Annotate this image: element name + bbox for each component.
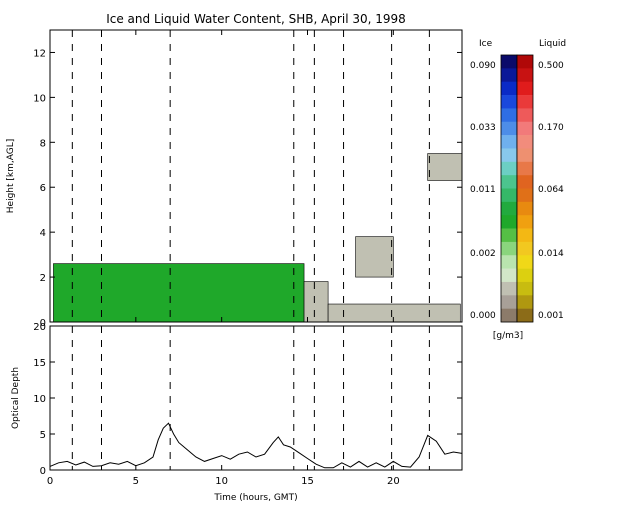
bottom-time-markers [71,326,430,470]
height-tick-label: 0 [40,318,46,329]
optical-depth-tick-label: 15 [33,358,46,369]
height-tick-label: 6 [40,183,46,194]
chart-title: Ice and Liquid Water Content, SHB, April… [106,12,406,26]
top-y-axis: 0 2 4 6 8 10 12 [33,48,462,329]
time-tick-label: 10 [215,476,228,487]
liquid-colorbar-swatch [517,201,533,216]
ice-colorbar [500,54,518,323]
liquid-colorbar-swatch [517,281,533,296]
bottom-y-axis: 0 5 10 15 20 [33,322,462,477]
time-tick-label: 0 [47,476,53,487]
liquid-colorbar-ticks: 0.500 0.170 0.064 0.014 0.001 [538,61,564,321]
ice-colorbar-swatch [501,135,517,149]
height-axis-label: Height [km,AGL] [6,139,16,213]
liquid-colorbar-swatch [517,135,533,149]
liquid-colorbar-swatch [517,108,533,123]
water-content-frame [49,29,463,323]
top-x-ticks [49,30,394,322]
ice-colorbar-swatch [501,268,517,283]
liquid-colorbar-swatch [517,55,533,69]
time-tick-label: 20 [387,476,400,487]
liquid-colorbar-swatch [517,121,533,136]
ice-colorbar-swatch [501,55,517,69]
liquid-colorbar-swatch [517,161,533,176]
liquid-colorbar-swatch [517,268,533,283]
optical-depth-panel: 0 5 10 15 20 0 5 10 15 20 Optical Depth Time (ho… [11,322,463,503]
liquid-colorbar-swatch [517,95,533,109]
height-tick-label: 12 [33,48,46,59]
liquid-colorbar-swatch [517,241,533,256]
ice-colorbar-swatch [501,95,517,109]
liquid-colorbar-swatch [517,188,533,203]
cloud-layer-4 [427,153,463,181]
ice-colorbar-swatch [501,121,517,136]
optical-depth-frame [49,325,463,471]
ice-colorbar-swatch [501,81,517,96]
water-content-panel: 0 2 4 6 8 10 12 Height [km,AGL] [6,29,463,329]
optical-depth-tick-label: 0 [40,466,46,477]
ice-colorbar-tick-label: 0.090 [470,61,496,71]
optical-depth-line [49,422,463,469]
liquid-colorbar-swatch [517,68,533,82]
ice-colorbar-swatch [501,68,517,82]
ice-colorbar-tick-label: 0.033 [470,123,496,133]
liquid-colorbar-frame [516,54,534,323]
ice-colorbar-swatch [501,308,517,323]
liquid-colorbar-swatch [517,148,533,163]
ice-colorbar-swatch [501,241,517,256]
cloud-layers [53,153,463,323]
liquid-colorbar-tick-label: 0.014 [538,249,564,259]
liquid-colorbar-tick-label: 0.500 [538,61,564,71]
height-tick-label: 4 [40,228,46,239]
ice-colorbar-tick-label: 0.000 [470,311,496,321]
ice-colorbar-swatch [501,188,517,203]
cloud-layer-2 [327,303,461,323]
x-axis: 0 5 10 15 20 [47,465,400,487]
height-tick-label: 2 [40,273,46,284]
ice-colorbar-swatch [501,148,517,163]
height-tick-label: 10 [33,93,46,104]
liquid-colorbar-swatch [517,215,533,229]
time-axis-label: Time (hours, GMT) [213,493,297,503]
ice-colorbar-swatch [501,255,517,269]
time-tick-label: 15 [301,476,314,487]
optical-depth-tick-label: 5 [40,430,46,441]
ice-colorbar-swatch [501,228,517,243]
height-tick-label: 8 [40,138,46,149]
liquid-colorbar-tick-label: 0.170 [538,123,564,133]
optical-depth-tick-label: 20 [33,322,46,333]
optical-depth-axis-label: Optical Depth [11,367,21,429]
colorbar-units: [g/m3] [493,331,523,341]
cloud-layer-1 [303,281,329,323]
ice-colorbar-swatch [501,201,517,216]
liquid-colorbar-swatch [517,228,533,243]
liquid-colorbar-swatch [517,295,533,309]
cloud-layer-0 [53,263,305,323]
ice-colorbar-tick-label: 0.002 [470,249,496,259]
liquid-colorbar-swatch [517,175,533,189]
liquid-colorbar-tick-label: 0.001 [538,311,564,321]
liquid-colorbar-swatch [517,255,533,269]
cloud-layer-3 [355,236,394,278]
ice-colorbar-tick-label: 0.011 [470,185,496,195]
ice-colorbar-swatch [501,175,517,189]
ice-colorbar-ticks: 0.090 0.033 0.011 0.002 0.000 [470,61,496,321]
ice-colorbar-swatch [501,295,517,309]
top-time-markers [71,30,430,322]
ice-colorbar-label: Ice [479,39,493,49]
liquid-colorbar-label: Liquid [539,39,566,49]
liquid-colorbar-tick-label: 0.064 [538,185,564,195]
colorbar: Ice Liquid 0.090 0.033 0.011 0.002 0.000 0.5… [470,39,566,341]
ice-colorbar-swatch [501,215,517,229]
ice-colorbar-swatch [501,281,517,296]
liquid-colorbar-swatch [517,308,533,323]
liquid-colorbar [516,54,534,323]
time-tick-label: 5 [133,476,139,487]
ice-colorbar-swatch [501,108,517,123]
optical-depth-tick-label: 10 [33,394,46,405]
ice-colorbar-swatch [501,161,517,176]
liquid-colorbar-swatch [517,81,533,96]
